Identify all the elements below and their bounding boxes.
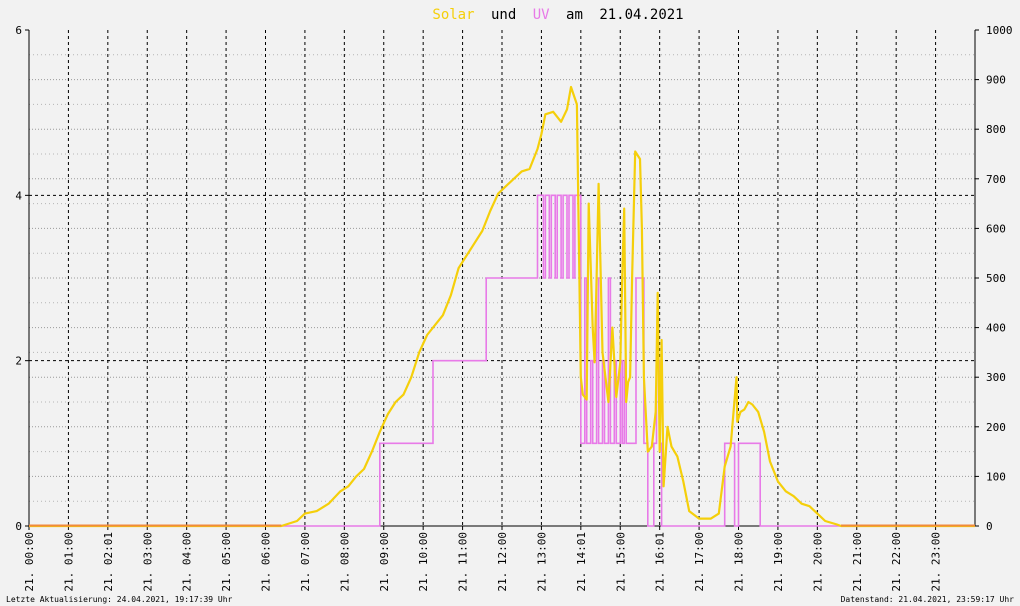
x-axis-ticks: 21. 00:00 21. 01:00 21. 02:01 21. 03:00 21. … [23, 526, 943, 592]
series-solar [29, 85, 975, 528]
right-tick-label: 100 [986, 470, 1006, 483]
x-tick-label: 21. 11:00 [457, 532, 470, 592]
x-tick-label: 21. 13:00 [535, 532, 548, 592]
left-tick-label: 2 [15, 355, 22, 368]
x-tick-label: 21. 05:00 [220, 532, 233, 592]
right-tick-label: 500 [986, 272, 1006, 285]
x-tick-label: 21. 09:00 [378, 532, 391, 592]
right-tick-label: 0 [986, 520, 993, 533]
x-tick-label: 21. 01:00 [62, 532, 75, 592]
x-tick-label: 21. 20:00 [811, 532, 824, 592]
x-tick-label: 21. 14:01 [575, 532, 588, 592]
footer-last-update: Letzte Aktualisierung: 24.04.2021, 19:17… [6, 595, 233, 604]
footer-data-status: Datenstand: 21.04.2021, 23:59:17 Uhr [841, 595, 1015, 604]
chart-title: Solar und UV am 21.04.2021 [432, 7, 683, 23]
x-tick-label: 21. 08:00 [338, 532, 351, 592]
right-tick-label: 700 [986, 173, 1006, 186]
right-tick-label: 200 [986, 421, 1006, 434]
x-tick-label: 21. 12:00 [496, 532, 509, 592]
left-tick-label: 4 [15, 189, 22, 202]
left-axis-ticks: 0 2 4 6 [15, 24, 29, 533]
x-tick-label: 21. 23:00 [930, 532, 943, 592]
x-tick-label: 21. 15:00 [614, 532, 627, 592]
x-tick-label: 21. 04:00 [181, 532, 194, 592]
right-tick-label: 300 [986, 371, 1006, 384]
x-tick-label: 21. 17:00 [693, 532, 706, 592]
x-tick-label: 21. 02:01 [102, 532, 115, 592]
right-tick-label: 600 [986, 222, 1006, 235]
title-date: 21.04.2021 [599, 7, 683, 23]
x-tick-label: 21. 03:00 [141, 532, 154, 592]
series-group [29, 85, 975, 528]
right-tick-label: 1000 [986, 24, 1013, 37]
x-tick-label: 21. 22:00 [890, 532, 903, 592]
right-tick-label: 900 [986, 74, 1006, 87]
title-und: und [491, 7, 516, 23]
title-am: am [566, 7, 583, 23]
x-tick-label: 21. 00:00 [23, 532, 36, 592]
right-tick-label: 400 [986, 322, 1006, 335]
title-solar: Solar [432, 7, 474, 23]
left-tick-label: 6 [15, 24, 22, 37]
left-tick-label: 0 [15, 520, 22, 533]
x-tick-label: 21. 10:00 [417, 532, 430, 592]
x-tick-label: 21. 06:00 [260, 532, 273, 592]
x-tick-label: 21. 18:00 [733, 532, 746, 592]
x-tick-label: 21. 21:00 [851, 532, 864, 592]
x-tick-label: 21. 16:01 [654, 532, 667, 592]
x-tick-label: 21. 07:00 [299, 532, 312, 592]
title-uv: UV [533, 7, 550, 23]
right-tick-label: 800 [986, 123, 1006, 136]
right-axis-ticks: 0 100 200 300 400 500 600 700 800 900 1000 [975, 24, 1013, 533]
x-tick-label: 21. 19:00 [772, 532, 785, 592]
